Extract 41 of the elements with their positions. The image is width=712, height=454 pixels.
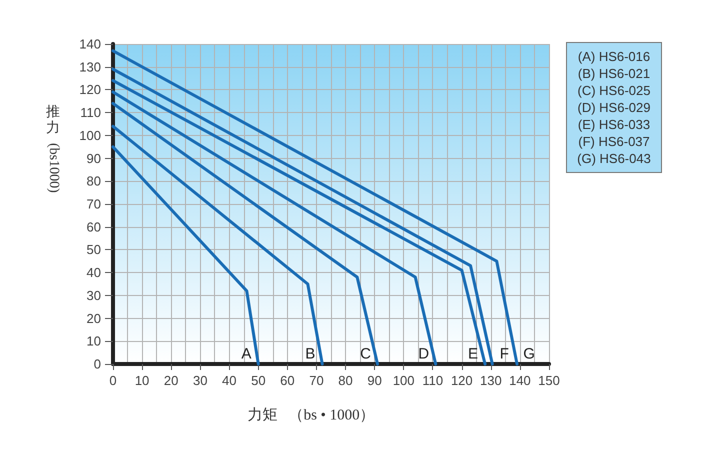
x-tick-label: 110 [422, 373, 444, 388]
x-tick-label: 90 [367, 373, 382, 388]
x-tick-label: 100 [392, 373, 415, 388]
series-label: B [305, 346, 316, 362]
x-tick-label: 150 [538, 373, 560, 388]
x-tick-label: 50 [251, 373, 266, 388]
y-tick-label: 40 [86, 265, 101, 280]
x-tick-label: 60 [280, 373, 295, 388]
text-box: (A) HS6-016 (B) HS6-021 (C) HS6-025 (D) HS6-029 (E) HS6-033 (F) HS6-037 (G) HS6-043 [566, 42, 662, 173]
x-tick-label: 10 [134, 373, 150, 388]
x-tick-label: 30 [192, 373, 208, 388]
x-tick-label: 140 [509, 373, 531, 388]
x-tick-label: 0 [109, 373, 117, 388]
series-label: A [241, 346, 252, 362]
y-tick-label: 110 [80, 105, 101, 120]
x-tick-label: 80 [338, 373, 353, 388]
y-tick-label: 30 [86, 288, 101, 303]
series-label: C [360, 346, 372, 362]
y-tick-label: 130 [79, 59, 101, 74]
x-tick-label: 120 [450, 373, 473, 388]
y-tick-label: 80 [86, 174, 101, 189]
y-tick-label: 140 [79, 36, 101, 52]
x-tick-label: 130 [480, 373, 502, 388]
series-label: G [523, 346, 535, 362]
y-tick-label: 0 [94, 356, 101, 372]
x-tick-label: 70 [309, 373, 324, 388]
y-tick-label: 10 [86, 334, 101, 349]
series-label: F [500, 346, 509, 362]
y-tick-label: 50 [86, 242, 101, 258]
x-tick-label: 20 [164, 373, 178, 388]
y-tick-label: 70 [86, 196, 101, 212]
x-tick-label: 40 [222, 373, 236, 388]
y-tick-label: 60 [86, 219, 101, 234]
y-axis-title: 推力 (bs1000) [45, 105, 61, 193]
x-axis-title: 力矩 （bs • 1000） [247, 406, 375, 424]
series-label: E [468, 346, 478, 362]
y-tick-label: 100 [79, 128, 101, 143]
y-tick-label: 20 [86, 310, 101, 326]
series-label: D [418, 346, 430, 362]
y-tick-label: 90 [86, 150, 101, 166]
y-tick-label: 120 [79, 82, 101, 98]
